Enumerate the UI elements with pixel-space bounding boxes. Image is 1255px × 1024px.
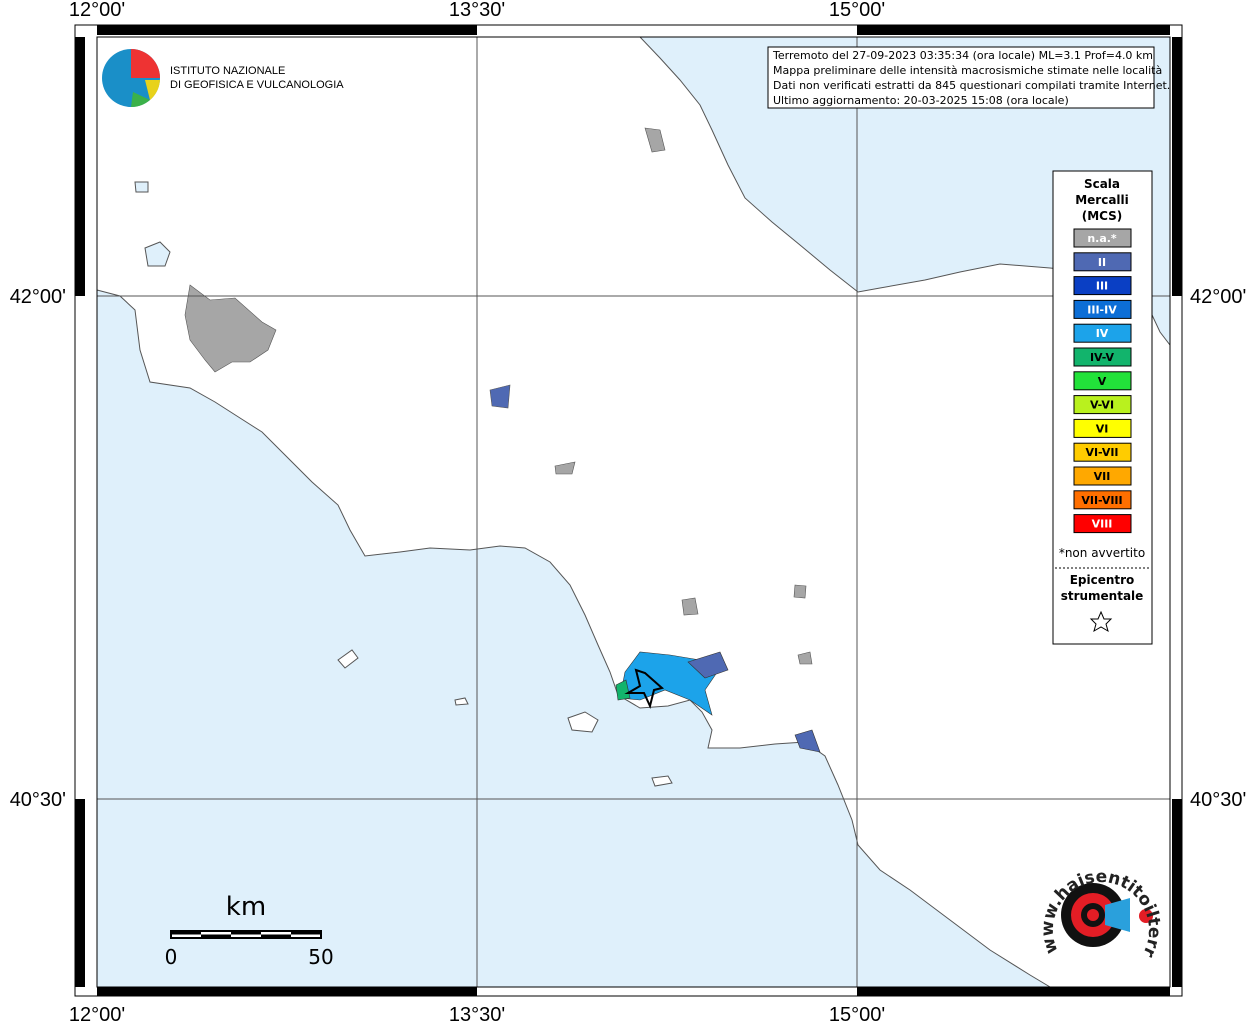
legend-swatch	[1073, 371, 1132, 391]
legend-swatch	[1073, 514, 1132, 534]
locality	[615, 679, 631, 701]
legend-title: Scala	[1084, 177, 1120, 191]
legend-swatch	[1073, 228, 1132, 248]
locality	[797, 651, 813, 665]
legend-label: III	[1096, 280, 1108, 293]
legend-swatch	[1073, 466, 1132, 486]
lake	[144, 241, 171, 267]
logo-text: ISTITUTO NAZIONALE	[170, 65, 285, 77]
logo-text: DI GEOFISICA E VULCANOLOGIA	[170, 79, 344, 91]
legend-swatch	[1073, 395, 1132, 415]
latitude-label: 40°30'	[1190, 789, 1246, 811]
legend-swatch	[1073, 490, 1132, 510]
sea	[96, 289, 1052, 988]
longitude-label: 12°00'	[69, 1004, 125, 1024]
legend-label: VIII	[1092, 518, 1113, 531]
latitude-label: 42°00'	[1190, 286, 1246, 308]
legend-label: V	[1098, 375, 1107, 388]
legend-label: n.a.*	[1087, 232, 1117, 245]
legend-label: VI	[1096, 422, 1109, 435]
legend-swatch	[1073, 276, 1132, 296]
longitude-label: 13°30'	[449, 1004, 505, 1024]
ingv-logo: ISTITUTO NAZIONALE DI GEOFISICA E VULCAN…	[102, 49, 344, 108]
legend-star	[1089, 610, 1113, 633]
legend-label: II	[1098, 256, 1106, 269]
longitude-label: 15°00'	[829, 1004, 885, 1024]
legend: ScalaMercalli(MCS)n.a.*IIIIIIII-IVIVIV-V…	[1052, 170, 1153, 645]
epicentre-star	[624, 668, 665, 709]
legend-label: VII-VIII	[1081, 494, 1122, 507]
longitude-label: 13°30'	[449, 0, 505, 21]
legend-swatch	[1073, 299, 1132, 319]
island	[651, 775, 673, 787]
lake	[134, 181, 149, 193]
legend-title: (MCS)	[1082, 209, 1123, 223]
legend-swatch	[1073, 418, 1132, 438]
graticule	[97, 37, 1170, 987]
info-box	[767, 46, 1155, 109]
legend-swatch	[1073, 323, 1132, 343]
legend-swatch	[1073, 252, 1132, 272]
legend-label: VII	[1094, 470, 1111, 483]
scale-label: 50	[308, 945, 333, 969]
legend-label: VI-VII	[1085, 446, 1118, 459]
legend-note: *non avvertito	[1059, 546, 1145, 560]
legend-label: V-VI	[1090, 399, 1114, 412]
scale-bar: km 0 50	[165, 892, 334, 969]
locality	[554, 461, 576, 475]
locality	[793, 584, 807, 599]
scale-unit: km	[226, 892, 266, 922]
legend-epicentre: Epicentro	[1070, 573, 1135, 587]
legend-epicentre: strumentale	[1061, 589, 1144, 603]
info-line: Ultimo aggiornamento: 20-03-2025 15:08 (…	[773, 94, 1069, 107]
legend-swatch	[1073, 347, 1132, 367]
locality	[794, 729, 821, 753]
scale-label: 0	[165, 945, 178, 969]
legend-label: III-IV	[1087, 303, 1117, 316]
island	[454, 697, 469, 706]
info-line: Terremoto del 27-09-2023 03:35:34 (ora l…	[772, 49, 1153, 62]
locality	[681, 597, 699, 616]
longitude-label: 12°00'	[69, 0, 125, 21]
legend-label: IV-V	[1090, 351, 1115, 364]
island	[337, 649, 359, 669]
longitude-label: 15°00'	[829, 0, 885, 21]
info-line: Mappa preliminare delle intensità macros…	[773, 64, 1162, 77]
locality	[644, 127, 666, 153]
info-line: Dati non verificati estratti da 845 ques…	[773, 79, 1170, 92]
locality	[489, 384, 511, 409]
locality	[184, 284, 277, 373]
latitude-label: 42°00'	[10, 286, 66, 308]
island	[567, 711, 599, 733]
locality	[687, 651, 729, 679]
legend-swatch	[1073, 442, 1132, 462]
latitude-label: 40°30'	[10, 789, 66, 811]
legend-label: IV	[1096, 327, 1109, 340]
legend-title: Mercalli	[1075, 193, 1129, 207]
frame	[74, 24, 1183, 997]
